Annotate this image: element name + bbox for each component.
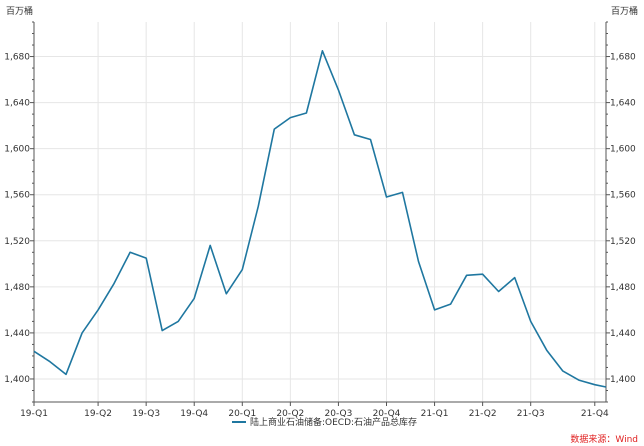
x-tick-label: 21-Q1 — [421, 409, 449, 419]
y-unit-right-label: 百万桶 — [611, 5, 638, 17]
x-tick-label: 20-Q1 — [228, 409, 256, 419]
y-tick-label-left: 1,400 — [4, 375, 30, 385]
series-layer — [33, 49, 607, 388]
y-tick-label-left: 1,600 — [4, 145, 30, 155]
x-tick-label: 20-Q4 — [373, 409, 401, 419]
grid-lines — [33, 22, 606, 402]
source-label: 数据来源：Wind — [570, 433, 638, 445]
x-tick-label: 20-Q3 — [325, 409, 353, 419]
y-tick-label-left: 1,440 — [4, 329, 30, 339]
y-tick-label-right: 1,640 — [610, 99, 636, 109]
y-tick-label-left: 1,640 — [4, 99, 30, 109]
y-unit-left-label: 百万桶 — [6, 5, 33, 17]
x-tick-label: 19-Q3 — [132, 409, 160, 419]
y-tick-label-right: 1,680 — [610, 53, 636, 63]
legend: 陆上商业石油储备:OECD:石油产品总库存 — [232, 416, 417, 428]
x-tick-label: 19-Q4 — [180, 409, 208, 419]
y-tick-label-right: 1,600 — [610, 145, 636, 155]
y-tick-label-right: 1,400 — [610, 375, 636, 385]
x-tick-label: 21-Q3 — [517, 409, 545, 419]
x-tick-label: 20-Q2 — [276, 409, 304, 419]
legend-label: 陆上商业石油储备:OECD:石油产品总库存 — [250, 416, 417, 428]
x-tick-label: 19-Q2 — [84, 409, 112, 419]
series-line — [33, 49, 607, 388]
y-tick-label-left: 1,680 — [4, 53, 30, 63]
y-tick-label-right: 1,520 — [610, 237, 636, 247]
x-tick-label: 21-Q4 — [581, 409, 609, 419]
y-tick-label-left: 1,520 — [4, 237, 30, 247]
chart-axes — [30, 21, 610, 406]
y-tick-label-right: 1,560 — [610, 191, 636, 201]
y-tick-label-left: 1,560 — [4, 191, 30, 201]
y-tick-label-right: 1,440 — [610, 329, 636, 339]
y-tick-label-right: 1,480 — [610, 283, 636, 293]
x-tick-label: 21-Q2 — [469, 409, 497, 419]
tick-labels: 1,400 1,400 1,440 1,440 1,480 1,480 1,520 1,520… — [4, 53, 636, 419]
y-tick-label-left: 1,480 — [4, 283, 30, 293]
x-tick-label: 19-Q1 — [20, 409, 48, 419]
